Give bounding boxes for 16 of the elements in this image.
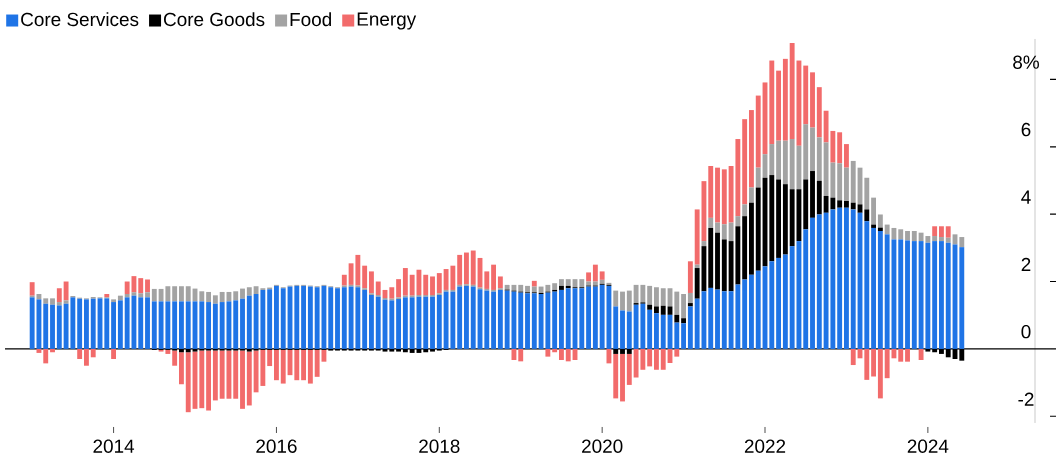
x-tick-label: 2022 [744,439,786,453]
y-tick-label: 0 [1021,324,1031,339]
x-tick-label: 2014 [93,439,135,453]
y-tick-label: 2 [1021,257,1031,271]
y-tick-label: 4 [1021,190,1031,204]
x-tick-label: 2018 [419,439,460,453]
y-tick-label: 6 [1021,122,1031,137]
legend-label: Energy [357,12,417,30]
legend-label: Core Goods [164,12,265,27]
y-tick-label: 8% [1013,55,1039,69]
x-tick-label: 2024 [907,439,949,453]
legend-label: Core Services [21,12,139,27]
x-tick-label: 2020 [582,439,623,453]
x-tick-label: 2016 [256,439,297,453]
y-tick-label: -2 [1018,392,1034,406]
legend-label: Food [290,12,331,27]
